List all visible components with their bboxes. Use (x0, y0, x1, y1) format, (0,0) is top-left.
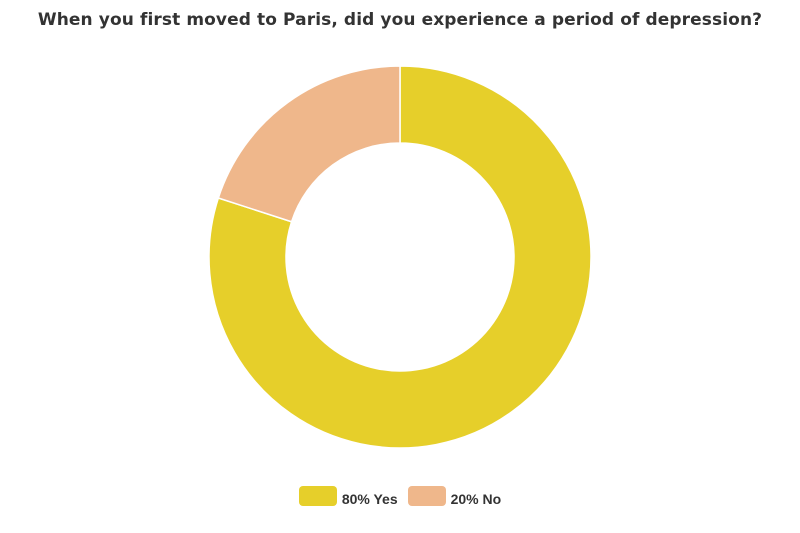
chart-title: When you first moved to Paris, did you e… (37, 10, 763, 30)
chart-legend: 80% Yes 20% No (0, 485, 800, 507)
legend-swatch-no (407, 486, 446, 506)
legend-item-yes[interactable]: 80% Yes (298, 485, 398, 507)
legend-label-yes: 80% Yes (341, 491, 398, 507)
legend-item-no[interactable]: 20% No (407, 485, 502, 507)
donut-slice-yes[interactable] (208, 65, 592, 449)
legend-swatch-yes (298, 486, 337, 506)
donut-slice-no[interactable] (217, 65, 401, 223)
legend-label-no: 20% No (450, 491, 502, 507)
